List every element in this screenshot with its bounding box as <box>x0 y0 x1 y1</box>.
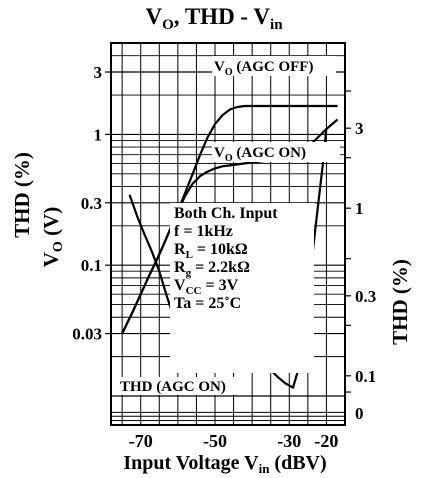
conditions-box <box>170 203 314 373</box>
right-axis-label-thd: THD (%) <box>388 259 412 345</box>
condition-ta: Ta = 25˚C <box>174 295 241 312</box>
left-axis-label-vo: VO (V) <box>39 207 66 267</box>
label-bg-thd <box>118 377 242 395</box>
series-label-vo-agc-on: VO (AGC ON) <box>214 145 306 164</box>
condition-vcc: VCC = 3V <box>174 277 239 297</box>
x-tick-label: -30 <box>277 431 301 451</box>
x-axis-label: Input Voltage Vin (dBV) <box>123 452 326 476</box>
left-axis-label-thd: THD (%) <box>10 152 34 238</box>
x-tick-label: -50 <box>203 431 227 451</box>
x-axis-ticks: -70 -50 -30 -20 <box>129 431 339 451</box>
conditions-text: Both Ch. Input f = 1kHz RL = 10kΩ Rg = 2… <box>174 205 278 312</box>
condition-rl: RL = 10kΩ <box>174 241 248 261</box>
plot-frame <box>110 42 346 426</box>
condition-line1: Both Ch. Input <box>174 205 278 222</box>
x-tick-label: -20 <box>314 431 338 451</box>
left-axis-ticks: 3 1 0.3 0.1 0.03 <box>72 63 102 344</box>
left-tick-label: 0.1 <box>81 256 102 275</box>
label-bg-agc-on <box>212 142 340 162</box>
right-tick-label: 3 <box>355 119 364 138</box>
left-tick-label: 0.3 <box>81 194 102 213</box>
left-tick-label: 0.03 <box>72 325 102 344</box>
left-tick-label: 1 <box>94 125 103 144</box>
condition-rg: Rg = 2.2kΩ <box>174 259 250 279</box>
right-tick-label: 0.1 <box>355 367 376 386</box>
x-tick-label: -70 <box>129 431 153 451</box>
condition-f: f = 1kHz <box>174 223 233 240</box>
left-tick-label: 3 <box>94 63 103 82</box>
right-tick-label: 0.3 <box>355 287 376 306</box>
right-axis-ticks: 3 1 0.3 0.1 0 <box>355 119 376 423</box>
label-bg-agc-off <box>212 56 336 76</box>
series-label-vo-agc-off: VO (AGC OFF) <box>214 59 313 78</box>
chart-title: VO, THD - Vin <box>145 4 283 33</box>
right-tick-label: 0 <box>355 404 364 423</box>
right-tick-label: 1 <box>355 199 364 218</box>
series-label-thd-agc-on: THD (AGC ON) <box>120 379 226 395</box>
